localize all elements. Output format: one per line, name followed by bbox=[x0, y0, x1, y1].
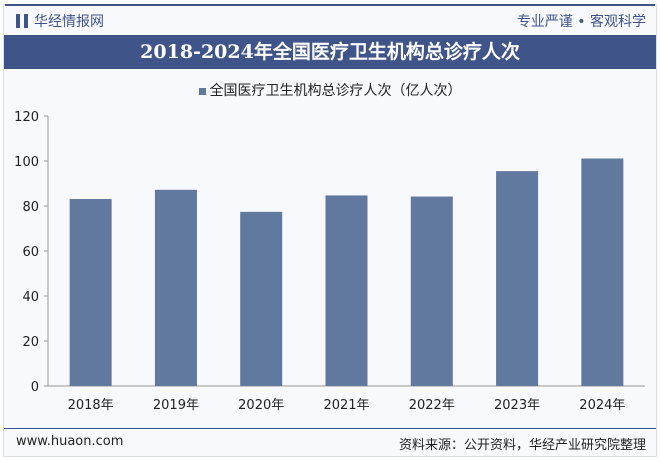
x-tick-label: 2022年 bbox=[409, 398, 455, 413]
y-tick-label: 20 bbox=[22, 335, 39, 350]
legend-swatch bbox=[198, 87, 206, 95]
x-tick-label: 2024年 bbox=[579, 398, 625, 413]
y-tick-label: 0 bbox=[31, 380, 39, 395]
bar bbox=[154, 189, 197, 386]
y-tick-label: 40 bbox=[22, 290, 39, 305]
bar bbox=[240, 211, 283, 386]
bar bbox=[69, 199, 112, 386]
slogan: 专业严谨 • 客观科学 bbox=[516, 14, 646, 30]
y-tick-label: 100 bbox=[14, 155, 39, 170]
brand-name: 华经情报网 bbox=[34, 14, 104, 30]
footer-website: www.huaon.com bbox=[16, 434, 124, 449]
bar bbox=[325, 195, 368, 386]
top-rule bbox=[5, 4, 655, 6]
y-tick-label: 60 bbox=[22, 245, 39, 260]
chart-title: 2018-2024年全国医疗卫生机构总诊疗人次 bbox=[4, 35, 656, 69]
x-tick-label: 2023年 bbox=[494, 398, 540, 413]
legend-label: 全国医疗卫生机构总诊疗人次（亿人次） bbox=[209, 83, 462, 99]
x-tick-label: 2018年 bbox=[68, 398, 114, 413]
y-tick-label: 80 bbox=[22, 200, 39, 215]
logo-icon bbox=[16, 14, 28, 28]
y-tick-label: 120 bbox=[14, 110, 39, 125]
bar bbox=[581, 158, 624, 386]
footer-source: 资料来源：公开资料，华经产业研究院整理 bbox=[398, 438, 646, 453]
x-tick-label: 2021年 bbox=[323, 398, 369, 413]
bar bbox=[410, 196, 453, 386]
x-tick-label: 2020年 bbox=[238, 398, 284, 413]
legend: 全国医疗卫生机构总诊疗人次（亿人次） bbox=[0, 80, 660, 100]
footer-rule bbox=[4, 428, 656, 429]
bar bbox=[496, 171, 539, 386]
brand: 华经情报网 bbox=[16, 11, 104, 31]
x-tick-label: 2019年 bbox=[153, 398, 199, 413]
